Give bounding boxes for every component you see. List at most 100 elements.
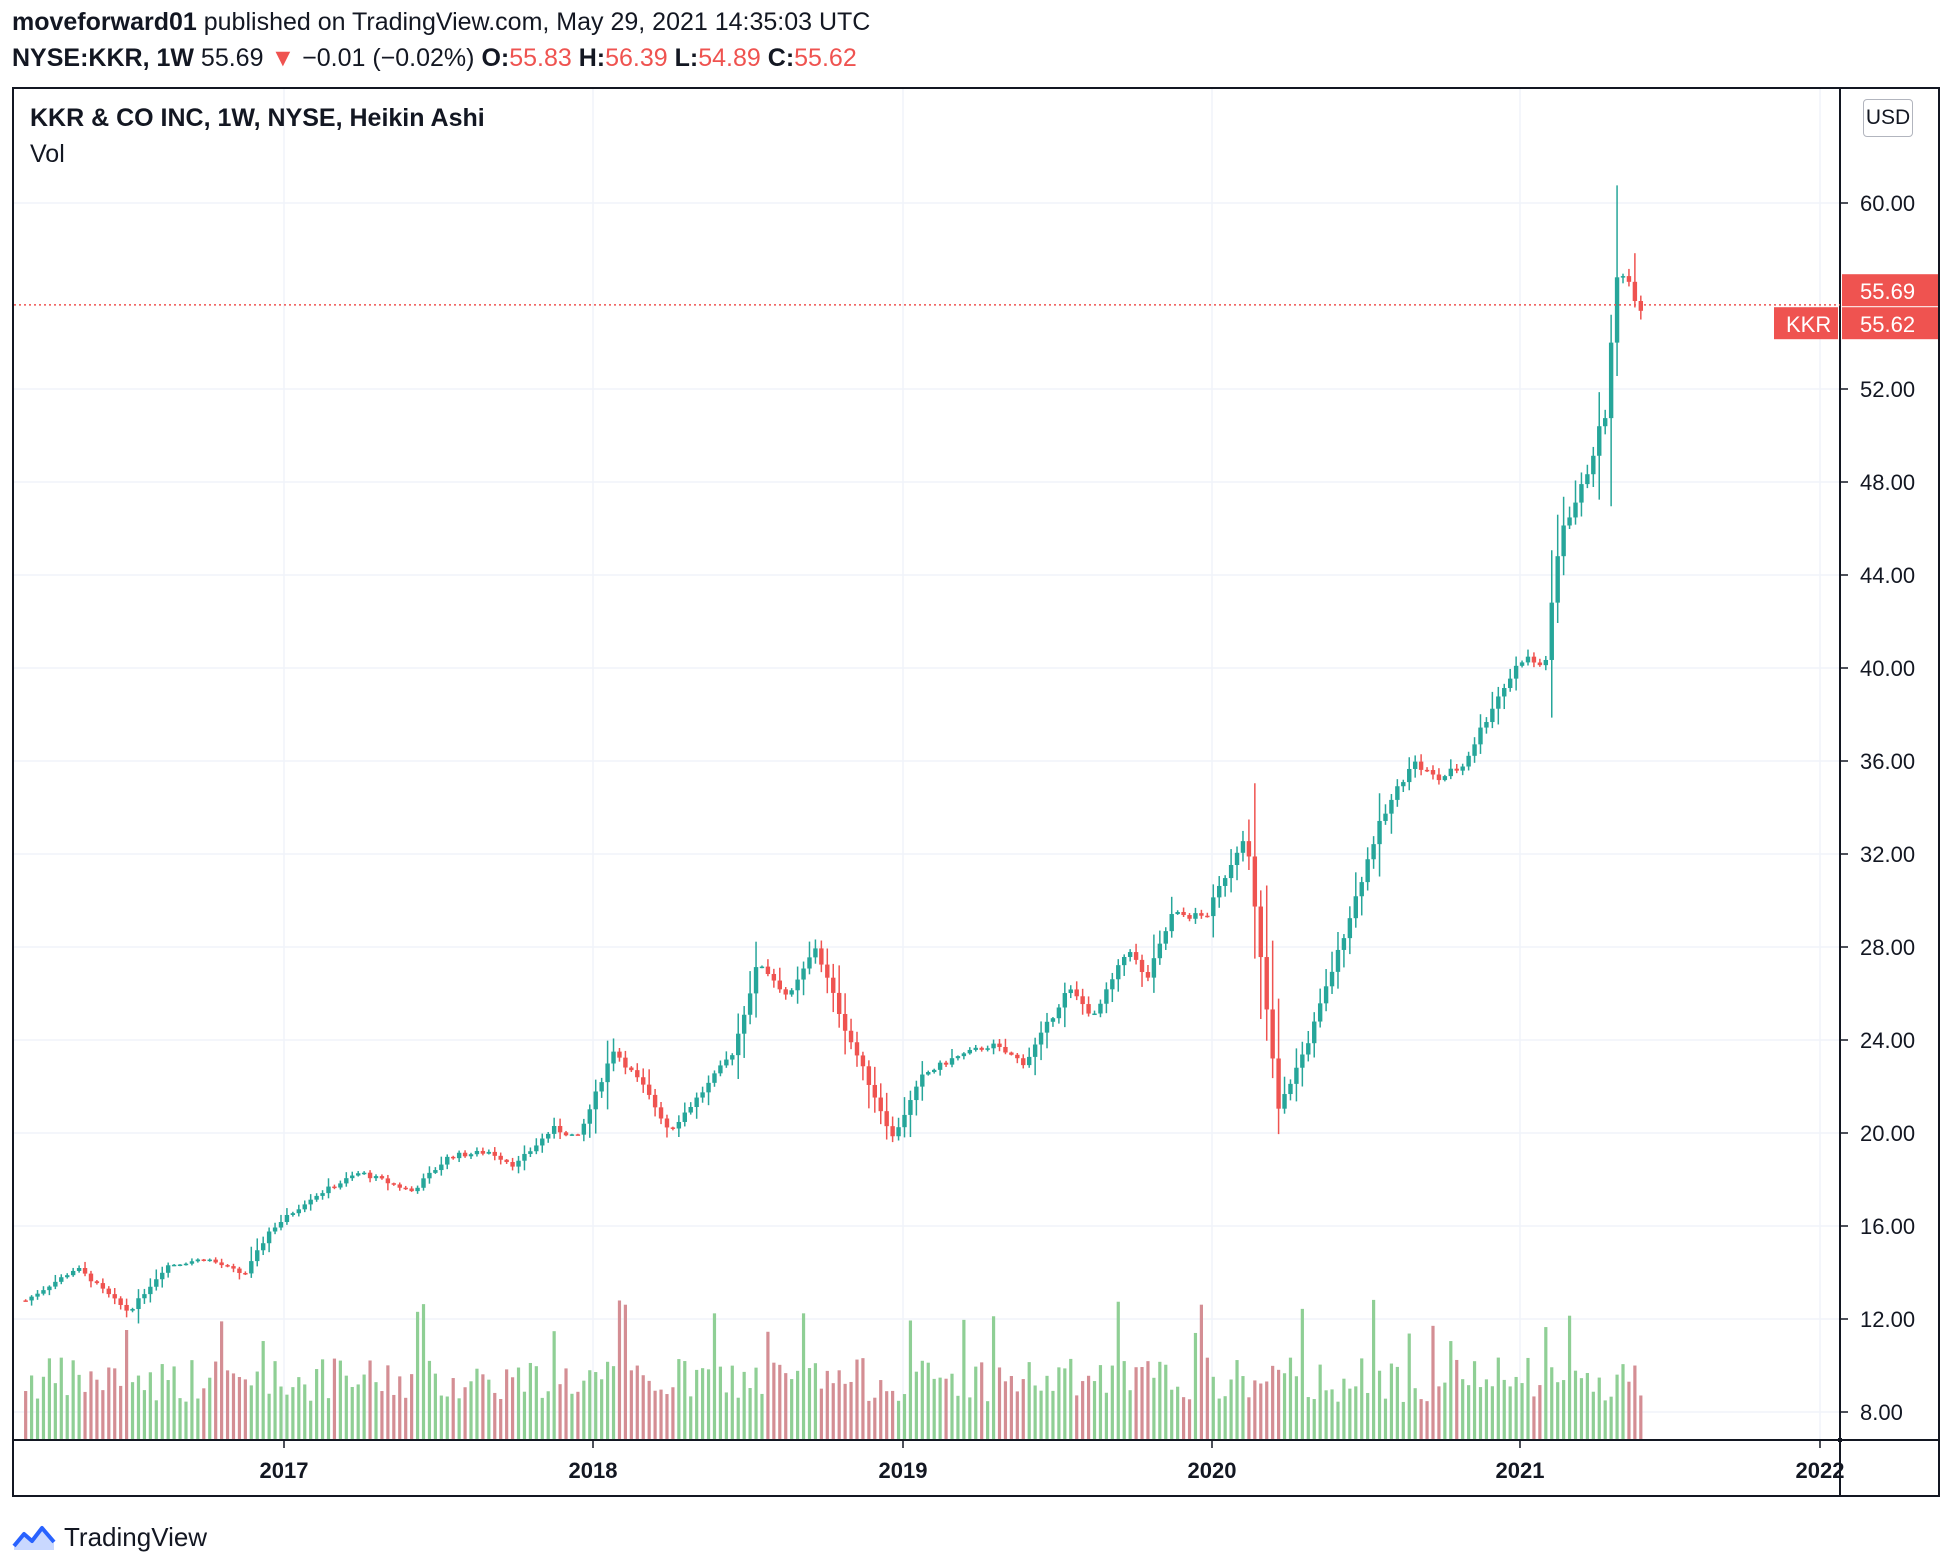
volume-bar [1336,1401,1340,1440]
candle-body [1365,859,1370,883]
volume-bar [540,1397,544,1440]
high-price-label: 55.69 [1860,279,1915,304]
candle-body [676,1121,682,1129]
volume-bar [896,1400,901,1440]
down-arrow-icon: ▼ [270,44,296,72]
low-label: L: [674,44,699,72]
volume-bar [653,1390,657,1440]
candle-body [1205,915,1210,918]
volume-bar [142,1390,147,1440]
volume-bar [1633,1365,1637,1440]
candle-body [1294,1067,1299,1084]
candle-body [1181,912,1186,916]
candle-body [433,1170,438,1173]
candle-body [1276,1058,1281,1109]
candle-body [1127,952,1133,957]
volume-bar [1579,1378,1584,1440]
candle-body [1614,277,1620,343]
candle-body [617,1051,622,1058]
candle-body [130,1308,135,1311]
candle-body [1282,1094,1287,1109]
high-value: 56.39 [605,44,668,72]
volume-bar [742,1371,746,1440]
volume-bar [267,1393,271,1440]
candle-body [753,967,759,994]
volume-bar [1443,1382,1447,1440]
volume-bar [225,1370,230,1440]
candle-body [1401,782,1406,787]
volume-bar [77,1374,81,1440]
candle-body [1151,958,1157,978]
candle-body [195,1259,201,1262]
candle-body [1555,556,1560,603]
volume-bar [1496,1357,1500,1440]
volume-bar [938,1377,942,1440]
volume-bar [582,1380,586,1440]
candle-body [272,1227,278,1232]
candle-body [474,1150,480,1155]
y-tick-label: 44.00 [1860,563,1915,588]
volume-bar [338,1360,342,1440]
volume-bar [24,1391,28,1440]
volume-bar [243,1379,247,1440]
volume-bar [279,1386,283,1440]
candle-body [1567,517,1572,526]
candle-body [759,966,765,969]
volume-bar [404,1397,408,1440]
candle-body [587,1109,592,1124]
candle-body [237,1268,242,1273]
candle-body [1347,918,1353,939]
candle-body [1270,1009,1275,1059]
volume-bar [677,1359,681,1440]
candle-body [1620,276,1626,278]
volume-bar [1223,1396,1227,1440]
candle-body [1300,1054,1305,1068]
candle-body [189,1261,195,1264]
candle-body [1329,971,1335,987]
candle-body [1062,993,1068,1008]
x-tick-label: 2022 [1796,1458,1845,1483]
candle-body [1513,665,1519,679]
volume-bar [380,1391,384,1440]
candle-body [1460,766,1465,771]
candle-body [76,1268,82,1271]
volume-bar [499,1398,503,1440]
volume-bar [1342,1378,1346,1440]
x-tick-label: 2018 [569,1458,618,1483]
candle-body [1359,882,1364,897]
candle-body [41,1290,46,1294]
candle-body [266,1231,272,1244]
candle-body [920,1074,925,1087]
low-value: 54.89 [698,44,761,72]
candle-body [1258,906,1263,958]
volume-bar [914,1371,918,1440]
candle-body [1086,1004,1091,1014]
candle-body [450,1156,456,1159]
volume-bar [505,1369,509,1440]
volume-bar [617,1300,622,1440]
candle-body [1211,897,1216,917]
volume-bar [968,1397,972,1440]
candle-body [171,1264,177,1267]
candle-body [771,973,777,981]
price-value: 55.69 [200,44,264,72]
candle-body [148,1286,153,1295]
volume-bar [125,1329,129,1440]
candle-body [1543,659,1549,666]
volume-bar [1520,1383,1524,1440]
volume-bar [1104,1392,1108,1440]
candle-body [730,1055,735,1060]
volume-bar [1585,1372,1589,1440]
tradingview-footer[interactable]: TradingView [12,1517,207,1557]
candle-body [1395,786,1400,800]
currency-button[interactable]: USD [1863,99,1913,137]
volume-bar [356,1384,360,1440]
candle-body [658,1107,664,1119]
candle-body [854,1042,860,1056]
author-name[interactable]: moveforward01 [12,8,197,36]
candle-body [783,989,788,995]
candle-body [575,1134,581,1136]
candle-body [1187,915,1192,919]
volume-bar [1265,1381,1269,1440]
